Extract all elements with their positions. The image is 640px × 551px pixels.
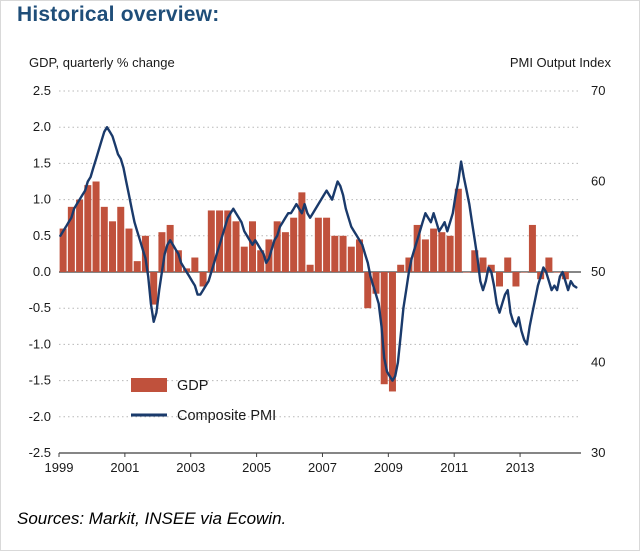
right-tick-label: 40 [591,355,605,370]
gdp-bar [174,250,182,272]
gdp-bar [388,272,396,392]
right-tick-label: 60 [591,174,605,189]
gdp-bar [166,224,174,272]
gdp-bar [281,232,289,272]
gdp-pmi-combo-chart: 1999 2001 2003 2005 2007 2009 2011 2013 2.5 2.0 1.… [29,83,606,475]
x-tick-label: 2003 [176,460,205,475]
gdp-bar [67,206,75,272]
left-tick-label: -1.0 [29,336,51,351]
gdp-bar [125,228,133,272]
gdp-bar [248,221,256,272]
gdp-bar [545,257,553,272]
gdp-bar [380,272,388,385]
gdp-bar [240,246,248,272]
gdp-bar [479,257,487,272]
left-tick-label: 1.5 [33,155,51,170]
gdp-bar [76,199,84,272]
gdp-bar [454,188,462,272]
right-tick-label: 30 [591,445,605,460]
gdp-bar [207,210,215,272]
gdp-bar [92,181,100,272]
gdp-bar [364,272,372,309]
x-tick-label: 2013 [506,460,535,475]
gdp-bar [150,272,158,305]
gdp-bar [339,235,347,272]
gdp-bar [117,206,125,272]
left-tick-label: -2.5 [29,445,51,460]
legend-pmi-label: Composite PMI [177,408,276,424]
gdp-bar [561,272,569,280]
x-tick-label: 2001 [110,460,139,475]
gdp-bar [553,272,561,273]
gdp-bar [512,272,520,287]
gdp-bar [356,239,364,272]
legend-gdp-swatch [131,378,167,392]
gdp-bar [273,221,281,272]
left-tick-label: 0.0 [33,264,51,279]
x-tick-label: 2005 [242,460,271,475]
gdp-bar [421,239,429,272]
x-tick-label: 2009 [374,460,403,475]
gdp-bar [446,235,454,272]
gdp-bar [59,228,67,272]
page-title: Historical overview: [17,3,220,26]
gdp-bar [191,257,199,272]
gdp-bar [331,235,339,272]
left-tick-label: 2.5 [33,83,51,98]
left-tick-label: -2.0 [29,409,51,424]
left-tick-label: 1.0 [33,192,51,207]
left-tick-label: -0.5 [29,300,51,315]
gdp-bar [224,210,232,272]
legend-gdp-label: GDP [177,378,208,394]
gdp-bar [232,221,240,272]
x-tick-label: 1999 [45,460,74,475]
gdp-bar [84,185,92,272]
gdp-bar [257,250,265,272]
gdp-bar [323,217,331,272]
left-tick-label: 2.0 [33,119,51,134]
composite-pmi-line [59,126,578,382]
gdp-bar [100,206,108,272]
gdp-bar [487,264,495,272]
gdp-bar [347,246,355,272]
gdp-bar [397,264,405,272]
x-tick-label: 2007 [308,460,337,475]
gdp-bar [405,257,413,272]
gdp-bar [528,224,536,272]
gdp-bar [290,217,298,272]
gdp-bar [314,217,322,272]
right-axis-title: PMI Output Index [509,55,611,70]
left-tick-label: -1.5 [29,373,51,388]
gdp-bar [520,272,528,273]
gdp-bar [306,264,314,272]
gdp-bar [199,272,207,287]
gdp-bar [471,250,479,272]
gdp-bar [463,272,471,273]
right-tick-label: 50 [591,264,605,279]
x-tick-label: 2011 [440,460,468,475]
gdp-bar [372,272,380,294]
gdp-bar [504,257,512,272]
gdp-bar [141,235,149,272]
sources-note: Sources: Markit, INSEE via Ecowin. [17,509,287,528]
gdp-bar [298,192,306,272]
left-tick-label: 0.5 [33,228,51,243]
right-tick-label: 70 [591,83,605,98]
gdp-bar [430,228,438,272]
gdp-bar [133,261,141,272]
gdp-bar [495,272,503,287]
gdp-bar [413,224,421,272]
gdp-bar [158,232,166,272]
gdp-bar [109,221,117,272]
left-axis-title: GDP, quarterly % change [29,55,175,70]
gdp-bar [438,232,446,272]
